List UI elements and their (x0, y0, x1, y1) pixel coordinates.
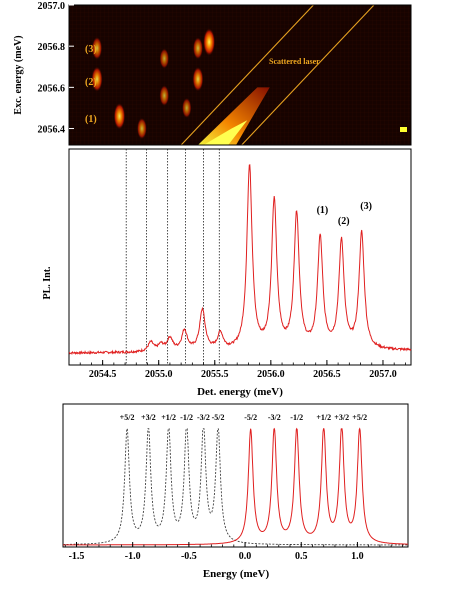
energy-peak-label-left-2: +3/2 (141, 413, 156, 422)
energy-x-axis-label: Energy (meV) (203, 568, 270, 580)
row-label-1: (3) (85, 44, 97, 55)
energy-x-tick-label-3: -0.5 (181, 551, 197, 562)
laser-line-2 (241, 5, 375, 145)
energy-peak-label-right-4: +1/2 (316, 413, 331, 422)
heatmap-panel: Scattered laser (3)(2)(1) 2056.42056.620… (13, 1, 412, 146)
energy-peak-label-left-6: -5/2 (212, 413, 225, 422)
energy-peak-labels: +5/2 +3/2 +1/2 -1/2 -3/2 -5/2 -5/2 -3/2 -1/2 +1/2… (120, 413, 367, 422)
heatmap-spot-3 (113, 103, 126, 130)
heatmap-spot-7 (182, 97, 192, 119)
pl-series-line (68, 164, 412, 356)
pl-x-tick-label-6: 2057.0 (369, 369, 397, 380)
heatmap-spot-1 (91, 36, 103, 60)
row-labels: (3) (2) (1) (85, 44, 97, 125)
heatmap-spot-10 (203, 28, 216, 56)
energy-frame (62, 403, 409, 548)
scattered-laser-region (180, 5, 375, 145)
energy-peak-label-left-5: -3/2 (197, 413, 210, 422)
pl-dotted-lines (125, 149, 220, 365)
energy-peak-label-left-4: -1/2 (180, 413, 193, 422)
pl-x-tick-label-4: 2056.0 (257, 369, 285, 380)
energy-x-tick-label-1: -1.5 (69, 551, 85, 562)
laser-core (203, 120, 248, 145)
heatmap-y-axis-label: Exc. energy (meV) (13, 35, 24, 114)
energy-peak-label-right-1: -5/2 (244, 413, 257, 422)
energy-peak-label-left-1: +5/2 (120, 413, 135, 422)
heatmap-spot-2 (91, 66, 103, 92)
heatmap-y-tick-label-1: 2056.4 (38, 125, 66, 136)
pl-x-axis-label: Det. energy (meV) (197, 386, 283, 398)
heatmap-spot-6 (159, 48, 170, 69)
pl-peak-label-2: (2) (338, 216, 350, 227)
heatmap-y-tick-label-2: 2056.6 (38, 83, 66, 94)
energy-peak-label-right-6: +5/2 (352, 413, 367, 422)
pl-x-tick-label-2: 2055.0 (145, 369, 173, 380)
heatmap-y-ticks: 2056.4 2056.6 2056.8 2057.0 (38, 1, 74, 136)
energy-x-ticks: -1.5 -1.0 -0.5 0.0 0.5 1.0 (64, 542, 403, 562)
pl-x-tick-label-3: 2055.5 (201, 369, 229, 380)
pl-peak-label-1: (1) (317, 205, 329, 216)
row-label-3: (1) (85, 114, 97, 125)
series-right-line (63, 427, 408, 546)
heatmap-spot-9 (192, 37, 203, 60)
pl-peak-label-3: (3) (360, 201, 372, 212)
scale-marker (400, 127, 407, 132)
heatmap-spot-5 (159, 85, 170, 106)
energy-spectrum-panel: +5/2 +3/2 +1/2 -1/2 -3/2 -5/2 -5/2 -3/2 -1/2 +1/2… (62, 403, 409, 580)
energy-x-tick-label-4: 0.0 (239, 551, 252, 562)
pl-x-ticks: 2054.5 2055.0 2055.5 2056.0 2056.5 2057.0 (79, 360, 406, 380)
pl-x-tick-label-1: 2054.5 (89, 369, 117, 380)
heatmap-spots (91, 28, 216, 140)
scattered-laser-label: Scattered laser (269, 57, 320, 66)
heatmap-y-tick-label-4: 2057.0 (38, 1, 66, 12)
pl-peak-labels: (1) (2) (3) (317, 201, 372, 227)
pl-y-axis-label: PL. Int. (42, 266, 53, 300)
laser-line-1 (180, 5, 314, 145)
heatmap-spot-8 (192, 66, 204, 92)
heatmap-y-tick-label-3: 2056.8 (38, 42, 66, 53)
row-label-2: (2) (85, 77, 97, 88)
energy-peak-label-left-3: +1/2 (161, 413, 176, 422)
energy-peak-label-right-5: +3/2 (334, 413, 349, 422)
heatmap-spot-4 (136, 117, 147, 140)
energy-peak-label-right-2: -3/2 (268, 413, 281, 422)
heatmap-frame (68, 4, 412, 146)
laser-band (197, 87, 270, 145)
energy-x-tick-label-5: 0.5 (295, 551, 308, 562)
pl-spectrum-panel: (1) (2) (3) 2054.5 2055.0 2055.5 2056.0 2056.5… (42, 148, 412, 398)
energy-x-tick-label-2: -1.0 (125, 551, 141, 562)
pl-x-tick-label-5: 2056.5 (313, 369, 341, 380)
energy-peak-label-right-3: -1/2 (290, 413, 303, 422)
energy-x-tick-label-6: 1.0 (351, 551, 364, 562)
